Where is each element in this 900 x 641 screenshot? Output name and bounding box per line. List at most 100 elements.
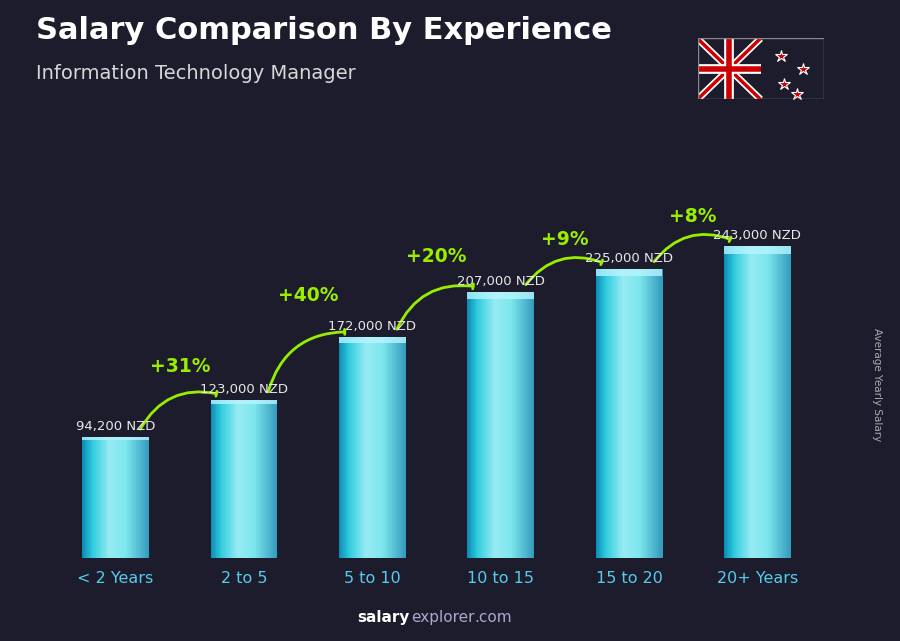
Bar bbox=[533, 292, 535, 558]
Bar bbox=[724, 246, 725, 558]
Bar bbox=[377, 337, 378, 558]
Bar bbox=[400, 337, 401, 558]
Bar bbox=[133, 437, 134, 558]
Bar bbox=[657, 269, 659, 558]
Bar bbox=[138, 437, 139, 558]
Bar bbox=[348, 337, 349, 558]
Bar bbox=[503, 292, 504, 558]
Bar bbox=[262, 400, 264, 558]
Text: 172,000 NZD: 172,000 NZD bbox=[328, 320, 417, 333]
Bar bbox=[232, 400, 233, 558]
Bar bbox=[366, 337, 367, 558]
Bar bbox=[122, 437, 123, 558]
Bar bbox=[259, 400, 260, 558]
Bar bbox=[631, 269, 632, 558]
Bar bbox=[659, 269, 660, 558]
Bar bbox=[345, 337, 346, 558]
Bar bbox=[530, 292, 531, 558]
Bar bbox=[360, 337, 361, 558]
Bar bbox=[520, 292, 521, 558]
Bar bbox=[82, 437, 83, 558]
Bar bbox=[399, 337, 400, 558]
Text: 207,000 NZD: 207,000 NZD bbox=[456, 275, 544, 288]
Bar bbox=[611, 269, 612, 558]
Bar bbox=[131, 437, 132, 558]
Text: +20%: +20% bbox=[406, 247, 467, 266]
Text: +40%: +40% bbox=[278, 287, 338, 305]
Bar bbox=[387, 337, 388, 558]
Bar bbox=[110, 437, 111, 558]
Bar bbox=[758, 246, 760, 558]
Bar bbox=[730, 246, 731, 558]
Bar bbox=[267, 400, 268, 558]
Bar bbox=[726, 246, 727, 558]
Bar bbox=[230, 400, 231, 558]
Bar bbox=[477, 292, 478, 558]
Bar bbox=[269, 400, 270, 558]
Bar bbox=[608, 269, 609, 558]
Bar bbox=[362, 337, 363, 558]
Bar bbox=[789, 246, 790, 558]
Bar bbox=[751, 246, 752, 558]
Bar bbox=[225, 400, 226, 558]
Bar bbox=[238, 400, 239, 558]
Bar bbox=[481, 292, 482, 558]
Bar bbox=[384, 337, 385, 558]
Bar bbox=[228, 400, 229, 558]
Bar bbox=[770, 246, 771, 558]
Bar bbox=[512, 292, 513, 558]
Bar bbox=[785, 246, 786, 558]
Bar bbox=[343, 337, 344, 558]
Bar bbox=[83, 437, 84, 558]
Bar bbox=[620, 269, 621, 558]
Bar bbox=[596, 269, 662, 276]
Bar bbox=[648, 269, 649, 558]
Bar bbox=[275, 400, 276, 558]
Bar bbox=[647, 269, 648, 558]
Bar bbox=[474, 292, 475, 558]
Bar bbox=[529, 292, 530, 558]
Bar bbox=[739, 246, 740, 558]
Bar bbox=[219, 400, 220, 558]
Bar bbox=[735, 246, 736, 558]
Bar bbox=[476, 292, 477, 558]
Bar bbox=[376, 337, 377, 558]
Bar bbox=[493, 292, 494, 558]
Bar bbox=[742, 246, 743, 558]
Bar bbox=[397, 337, 398, 558]
Bar bbox=[91, 437, 92, 558]
Bar bbox=[139, 437, 140, 558]
Bar bbox=[363, 337, 364, 558]
Bar bbox=[224, 400, 225, 558]
Bar bbox=[130, 437, 131, 558]
Text: Salary Comparison By Experience: Salary Comparison By Experience bbox=[36, 16, 612, 45]
Bar bbox=[746, 246, 747, 558]
Text: 243,000 NZD: 243,000 NZD bbox=[714, 229, 801, 242]
Bar bbox=[740, 246, 741, 558]
Bar bbox=[233, 400, 234, 558]
Bar bbox=[227, 400, 228, 558]
Bar bbox=[747, 246, 748, 558]
Bar bbox=[379, 337, 380, 558]
Bar bbox=[656, 269, 657, 558]
Bar bbox=[483, 292, 484, 558]
Bar bbox=[618, 269, 619, 558]
Bar bbox=[499, 292, 500, 558]
Bar bbox=[374, 337, 375, 558]
Bar bbox=[218, 400, 219, 558]
Bar bbox=[509, 292, 510, 558]
Bar bbox=[228, 400, 230, 558]
Bar bbox=[523, 292, 524, 558]
Bar bbox=[380, 337, 381, 558]
Bar bbox=[220, 400, 221, 558]
Bar bbox=[757, 246, 758, 558]
Bar bbox=[356, 337, 357, 558]
Bar bbox=[391, 337, 392, 558]
Bar bbox=[489, 292, 490, 558]
Bar bbox=[370, 337, 371, 558]
Bar bbox=[237, 400, 238, 558]
Bar bbox=[141, 437, 142, 558]
Bar bbox=[239, 400, 241, 558]
Bar bbox=[634, 269, 635, 558]
Bar bbox=[92, 437, 93, 558]
